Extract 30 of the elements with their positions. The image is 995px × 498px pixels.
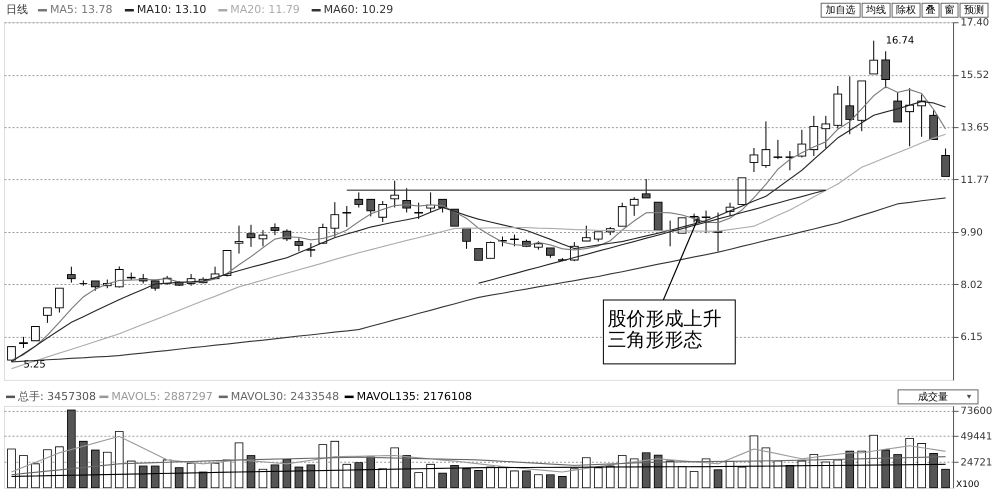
y-tick-label: 8.02	[960, 280, 983, 291]
y-tick-label: 9.90	[960, 227, 983, 238]
y-tick-label: 49441	[960, 431, 992, 442]
y-tick-label: 6.15	[960, 332, 983, 344]
legend-label: MAVOL5: 2887297	[111, 390, 213, 403]
text: 预测	[964, 4, 984, 16]
text: 窗	[944, 4, 955, 16]
y-tick-label: 24721	[960, 457, 992, 468]
annotation: 16.74	[886, 36, 914, 47]
legend-label: MAVOL30: 2433548	[230, 390, 340, 403]
text: 成交量	[918, 390, 948, 403]
annotation: 股价形成上升三角形形态	[607, 308, 722, 351]
legend-label: MA20: 11.79	[230, 3, 300, 16]
y-tick-label: 17.40	[960, 18, 990, 29]
text: 均线	[865, 4, 886, 16]
legend-label: MA10: 13.10	[136, 3, 206, 16]
chart-title: 日线	[6, 3, 28, 16]
text: 叠	[926, 5, 936, 16]
y-tick-label: 73600	[960, 406, 992, 417]
legend-label: MA60: 10.29	[324, 3, 394, 16]
legend-label: MAVOL135: 2176108	[356, 390, 472, 403]
y-tick-label: 15.52	[960, 70, 990, 82]
y-tick-label: 13.65	[960, 122, 990, 134]
text: 加自选	[826, 4, 856, 16]
y-tick-label: 11.77	[960, 175, 990, 186]
legend-label: MA5: 13.78	[50, 3, 112, 16]
annotation: 5.25	[23, 360, 46, 371]
legend-label: 总手: 3457308	[16, 390, 96, 403]
text: X100	[956, 480, 980, 490]
text: 除权	[896, 4, 916, 16]
